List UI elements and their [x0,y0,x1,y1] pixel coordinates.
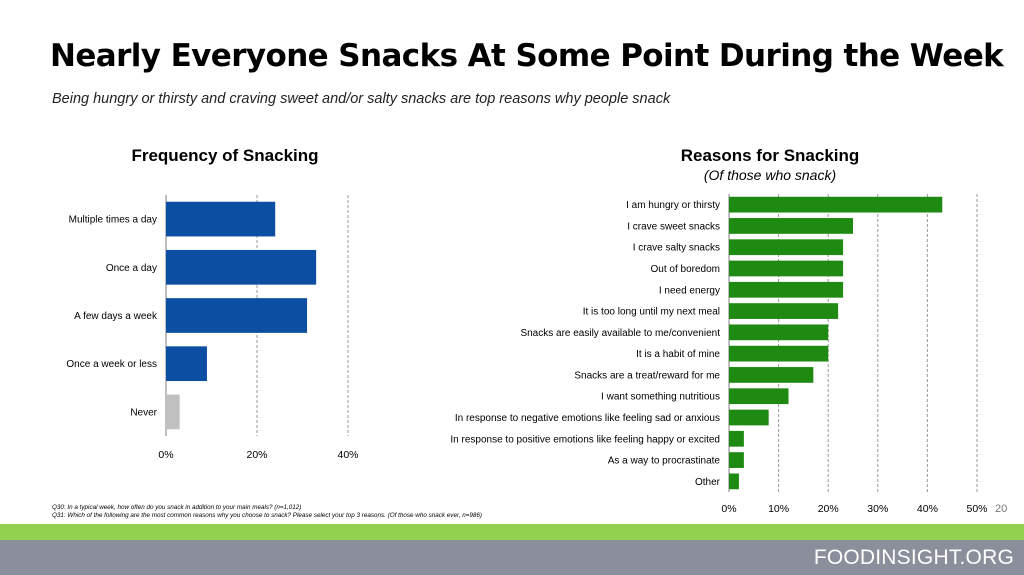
page-subtitle: Being hungry or thirsty and craving swee… [52,91,671,107]
frequency-tick-label: 20% [246,449,267,461]
reasons-category-label: Other [695,477,721,488]
frequency-tick-label: 40% [337,449,358,461]
footnotes: Q30: In a typical week, how often do you… [52,504,482,520]
reasons-tick-label: 50% [966,503,987,515]
frequency-category-label: Once a week or less [66,359,157,370]
reasons-category-label: I am hungry or thirsty [626,200,720,211]
reasons-bar [729,388,789,405]
reasons-bar [729,452,744,468]
reasons-bar [729,260,844,277]
reasons-chart-title: Reasons for Snacking [680,146,860,165]
reasons-tick-label: 10% [768,503,789,515]
frequency-bar [166,201,276,237]
reasons-category-label: As a way to procrastinate [608,456,721,467]
reasons-bar [729,218,853,234]
reasons-category-label: Snacks are a treat/reward for me [574,370,720,381]
frequency-category-label: A few days a week [74,311,158,322]
footnote-q31: Q31: Which of the following are the most… [52,512,482,519]
frequency-category-label: Multiple times a day [69,215,157,226]
frequency-chart-title: Frequency of Snacking [131,146,319,165]
frequency-tick-label: 0% [158,449,173,461]
reasons-bar [729,345,829,362]
frequency-category-label: Never [130,407,157,418]
frequency-category-label: Once a day [106,263,157,274]
reasons-category-label: It is too long until my next meal [583,307,720,318]
reasons-category-label: It is a habit of mine [636,349,720,360]
reasons-tick-label: 30% [867,503,888,515]
reasons-bar [729,281,844,298]
reasons-bar [729,430,744,447]
reasons-tick-label: 40% [917,503,938,515]
reasons-category-label: In response to negative emotions like fe… [455,413,720,424]
reasons-category-label: I crave salty snacks [633,243,720,254]
reasons-bar [729,324,829,341]
footer-accent-band [0,524,1024,540]
frequency-bar [166,298,308,333]
footer-brand: FOODINSIGHT.ORG [813,546,1014,569]
footnote-q30: Q30: In a typical week, how often do you… [52,504,302,511]
page-title: Nearly Everyone Snacks At Some Point Dur… [50,38,1004,74]
reasons-category-label: I need energy [659,285,720,296]
frequency-bar [166,249,317,285]
reasons-category-label: I want something nutritious [601,392,720,403]
frequency-bar [166,346,207,382]
reasons-chart-subtitle: (Of those who snack) [703,167,837,183]
frequency-bar [166,394,180,430]
reasons-bar [729,473,739,490]
reasons-bar [729,196,943,213]
footer-band: FOODINSIGHT.ORG [0,540,1024,575]
reasons-category-label: Out of boredom [651,264,720,275]
reasons-bar [729,367,814,383]
reasons-bar [729,409,769,426]
reasons-tick-label: 0% [721,503,736,515]
page-number: 20 [995,503,1008,515]
reasons-tick-label: 20% [818,503,839,515]
reasons-category-label: Snacks are easily available to me/conven… [520,328,720,339]
reasons-category-label: I crave sweet snacks [627,221,720,232]
reasons-bar [729,303,839,319]
reasons-category-label: In response to positive emotions like fe… [450,434,720,445]
reasons-bar [729,239,844,256]
